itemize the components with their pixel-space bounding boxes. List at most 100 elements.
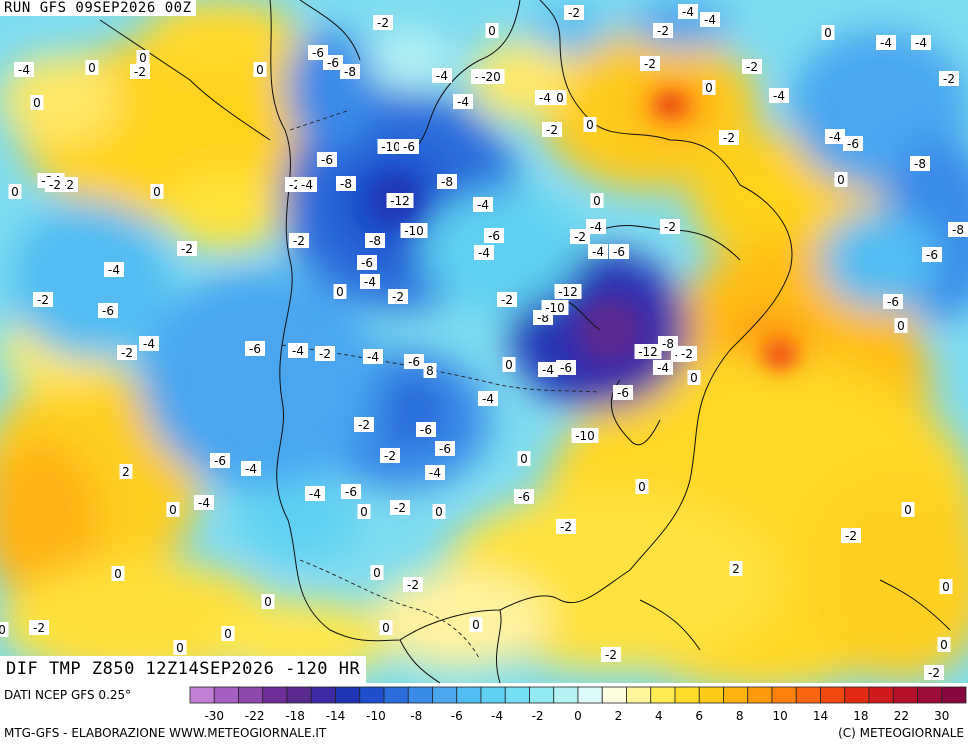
contour-label: -2: [388, 289, 408, 304]
color-scale-box: [407, 686, 433, 704]
contour-label-bg: [841, 528, 861, 543]
contour-label-bg: [586, 219, 606, 234]
contour-label-bg: [297, 177, 317, 192]
contour-label: -6: [843, 136, 863, 151]
contour-label: -6: [341, 484, 361, 499]
contour-label-bg: [535, 90, 555, 105]
credit-right: (C) METEOGIORNALE: [838, 726, 964, 740]
contour-label-text: -4: [482, 392, 494, 406]
contour-label: 0: [469, 617, 483, 632]
contour-label-text: -2: [644, 57, 656, 71]
contour-label-bg: [373, 15, 393, 30]
contour-label-bg: [922, 247, 942, 262]
contour-label-bg: [400, 223, 428, 238]
contour-label: 0: [111, 566, 125, 581]
contour-label: -2: [653, 23, 673, 38]
color-scale-box: [650, 686, 676, 704]
contour-label-text: -8: [914, 157, 926, 171]
color-scale-boxes: [189, 686, 967, 704]
contour-label: 0: [937, 637, 951, 652]
contour-label-text: 0: [33, 96, 41, 110]
contour-label: 0: [221, 626, 235, 641]
contour-label-bg: [173, 640, 187, 655]
contour-label: -6: [317, 152, 337, 167]
contour-label-text: -6: [847, 137, 859, 151]
contour-label: -2: [640, 56, 660, 71]
contour-label-bg: [473, 197, 493, 212]
contour-label: -2: [742, 59, 762, 74]
contour-label-bg: [221, 626, 235, 641]
contour-label-bg: [541, 300, 569, 315]
color-scale-box: [359, 686, 385, 704]
contour-label-bg: [333, 284, 347, 299]
contour-label-bg: [497, 292, 517, 307]
contour-label-bg: [341, 484, 361, 499]
contour-label: -4: [360, 274, 380, 289]
contour-label-text: -8: [537, 311, 549, 325]
contour-label-bg: [0, 622, 9, 637]
contour-label-text: -8: [344, 65, 356, 79]
contour-label-text: 0: [153, 185, 161, 199]
contour-label-text: -2: [394, 501, 406, 515]
contour-label: -4: [825, 129, 845, 144]
color-scale-box: [529, 686, 555, 704]
contour-label-bg: [538, 362, 558, 377]
color-scale-box: [310, 686, 336, 704]
contour-label: 0: [166, 502, 180, 517]
contour-label-text: 0: [520, 452, 528, 466]
contour-label-bg: [834, 172, 848, 187]
contour-label-bg: [354, 417, 374, 432]
contour-label-text: 0: [837, 173, 845, 187]
contour-label-text: -4: [590, 220, 602, 234]
contour-label-bg: [484, 228, 504, 243]
contour-label-bg: [177, 241, 197, 256]
contour-label: -4: [363, 349, 383, 364]
contour-label-text: 0: [593, 194, 601, 208]
temperature-anomaly-map: -2-2-4-40-20-4-40-40-6-2-4-6-8-4-20-400-…: [0, 0, 968, 683]
anomaly-field: [0, 0, 968, 683]
contour-label-bg: [305, 486, 325, 501]
contour-label-text: -2: [181, 242, 193, 256]
contour-label-text: 0: [373, 566, 381, 580]
contour-label-bg: [210, 453, 230, 468]
contour-label-bg: [719, 130, 739, 145]
contour-label-text: 0: [382, 621, 390, 635]
contour-label-bg: [588, 244, 608, 259]
contour-label: -6: [245, 341, 265, 356]
contour-label-bg: [453, 94, 473, 109]
contour-label-text: -10: [381, 140, 401, 154]
contour-label-bg: [571, 428, 599, 443]
contour-label-text: -6: [312, 46, 324, 60]
contour-label-text: -2: [49, 178, 61, 192]
contour-label-text: -4: [108, 263, 120, 277]
contour-label-text: -4: [915, 36, 927, 50]
contour-label: -12: [634, 344, 662, 359]
contour-label: -4: [588, 244, 608, 259]
contour-label-bg: [542, 122, 562, 137]
map-title: DIF TMP Z850 12Z14SEP2026 -120 HR: [0, 656, 367, 683]
contour-label-bg: [687, 370, 701, 385]
contour-label-bg: [635, 479, 649, 494]
legend-panel: DATI NCEP GFS 0.25° -30 -22 -18 -14 -10 -8 -6-…: [0, 683, 968, 745]
contour-label-text: -8: [441, 175, 453, 189]
contour-label-bg: [517, 451, 531, 466]
contour-label: -2: [564, 5, 584, 20]
contour-label-text: -4: [542, 363, 554, 377]
contour-label-text: 0: [705, 81, 713, 95]
contour-label-bg: [194, 495, 214, 510]
contour-label-bg: [399, 139, 419, 154]
contour-label: -2: [660, 219, 680, 234]
contour-label: 0: [173, 640, 187, 655]
contour-label: 0: [583, 117, 597, 132]
map-canvas: -2-2-4-40-20-4-40-40-6-2-4-6-8-4-20-400-…: [0, 0, 968, 683]
contour-label: -4: [535, 90, 555, 105]
contour-label: 0: [635, 479, 649, 494]
contour-label-text: -2: [37, 293, 49, 307]
color-scale-tick-label: -30: [204, 709, 224, 723]
color-scale-box: [844, 686, 870, 704]
contour-label-text: -20: [481, 70, 501, 84]
contour-label-text: 0: [88, 61, 96, 75]
contour-label-bg: [104, 262, 124, 277]
contour-label-text: -6: [617, 386, 629, 400]
contour-label-text: -6: [102, 304, 114, 318]
